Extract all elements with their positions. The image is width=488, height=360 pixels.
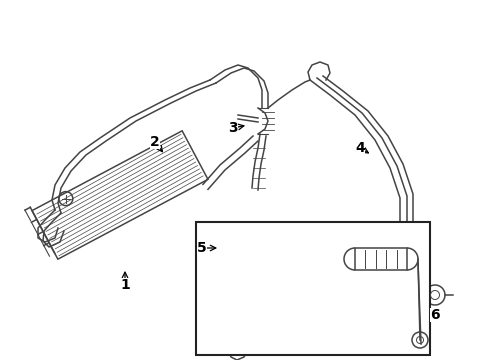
Text: 2: 2 <box>150 135 160 149</box>
Polygon shape <box>32 131 207 259</box>
Text: 1: 1 <box>120 278 130 292</box>
Text: 3: 3 <box>228 121 237 135</box>
Bar <box>196 222 429 355</box>
Bar <box>354 248 406 270</box>
Text: 4: 4 <box>354 141 364 155</box>
Text: 6: 6 <box>429 308 439 322</box>
Text: 5: 5 <box>197 241 206 255</box>
